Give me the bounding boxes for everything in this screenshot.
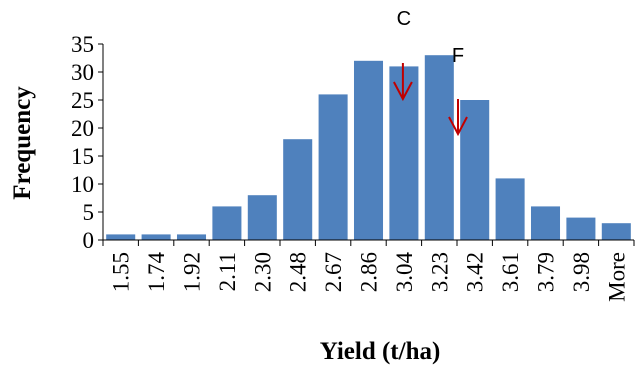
bar-2.67 — [318, 94, 348, 241]
y-ticks-layer: 0 5 10 15 20 25 30 35 — [71, 32, 103, 253]
bar-2.86 — [353, 60, 384, 240]
bar-2.30 — [247, 195, 277, 240]
x-tick-label: 2.30 — [250, 252, 275, 292]
y-tick-label: 30 — [71, 60, 94, 85]
bar-2.48 — [283, 139, 313, 240]
x-ticks-layer: 1.55 1.74 1.92 2.11 2.30 2.48 2.67 2.86 3.04 3.23… — [102, 240, 635, 302]
x-tick-label: 1.74 — [144, 252, 169, 293]
x-tick-label: 2.48 — [286, 252, 311, 292]
bar-3.42 — [460, 100, 490, 240]
y-tick-label: 15 — [71, 144, 94, 169]
bar-3.98 — [566, 217, 596, 240]
bar-3.79 — [530, 206, 561, 240]
y-tick-label: 20 — [71, 116, 94, 141]
x-tick-label: 3.61 — [498, 252, 523, 292]
bar-3.23 — [424, 55, 454, 241]
x-tick-label: 3.04 — [392, 252, 417, 293]
annotation-arrow-f-head — [448, 116, 468, 137]
y-tick-label: 35 — [71, 32, 94, 57]
bars-layer — [106, 55, 631, 241]
annotation-layer: CF — [393, 8, 468, 137]
x-tick-label: 3.98 — [569, 252, 594, 292]
annotation-label-c: C — [397, 8, 411, 30]
x-tick-label: 3.79 — [534, 252, 559, 292]
y-axis-label: Frequency — [9, 86, 36, 200]
x-tick-label: 1.55 — [109, 252, 134, 292]
annotation-label-f: F — [452, 45, 464, 67]
y-tick-label: 0 — [83, 228, 95, 253]
x-axis-label: Yield (t/ha) — [320, 338, 441, 365]
x-tick-label: More — [604, 252, 629, 302]
x-tick-label: 3.23 — [427, 252, 452, 292]
bar-2.11 — [212, 206, 242, 240]
y-tick-label: 25 — [71, 88, 94, 113]
bar-1.92 — [176, 234, 207, 240]
bar-1.55 — [106, 234, 136, 240]
bar-3.04 — [389, 66, 419, 241]
x-tick-label: 2.67 — [321, 252, 346, 292]
axes-layer — [102, 44, 634, 241]
x-tick-label: 2.11 — [215, 252, 240, 291]
y-tick-label: 5 — [83, 200, 95, 225]
bar-1.74 — [141, 234, 171, 240]
bar-3.61 — [495, 178, 525, 240]
annotation-arrow-c-head — [393, 81, 413, 102]
x-tick-label: 2.86 — [357, 252, 382, 292]
y-tick-label: 10 — [71, 172, 94, 197]
x-tick-label: 1.92 — [180, 252, 205, 292]
bar-More — [601, 223, 631, 240]
x-tick-label: 3.42 — [463, 252, 488, 292]
